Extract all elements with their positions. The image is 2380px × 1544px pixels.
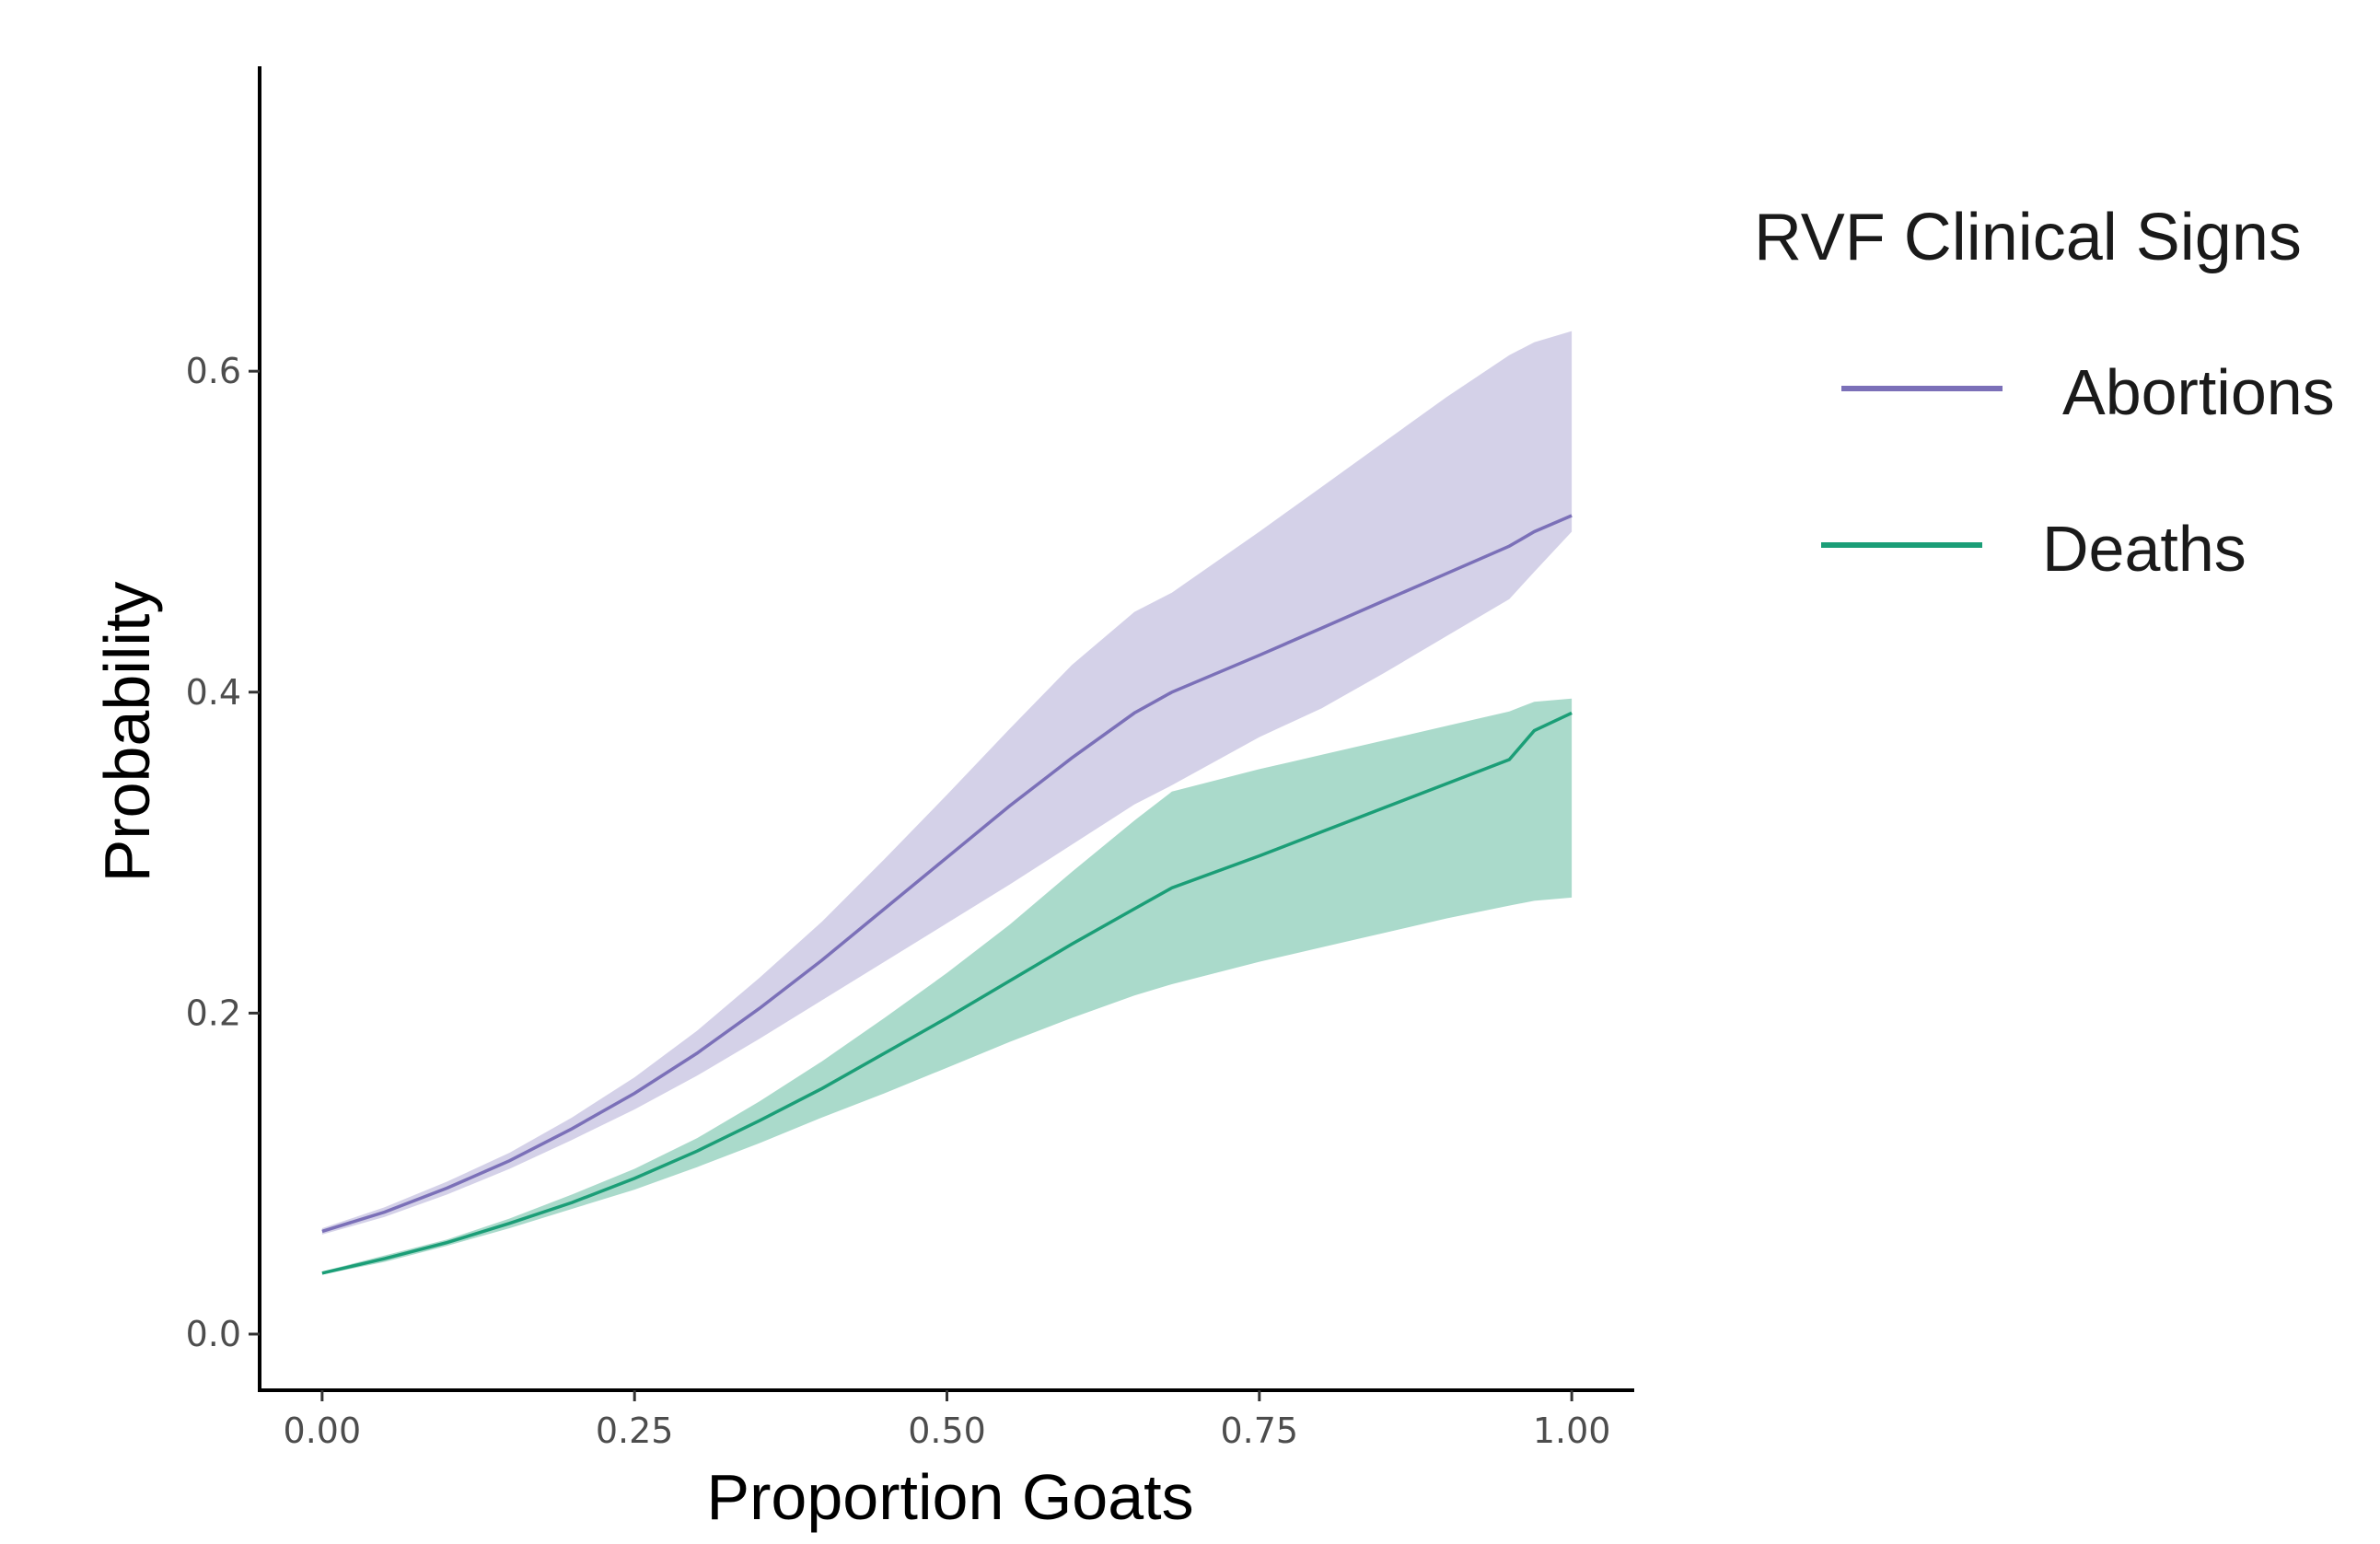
legend-items: Abortions Deaths bbox=[1821, 356, 2335, 585]
axes: 0.0 0.2 0.4 0.6 0.00 0.25 0.50 0.75 1.00 bbox=[186, 66, 1634, 1451]
y-tick-label: 0.6 bbox=[186, 351, 241, 391]
x-tick-label: 1.00 bbox=[1533, 1410, 1611, 1451]
y-tick-label: 0.4 bbox=[186, 672, 241, 713]
abortions-confidence-band bbox=[321, 331, 1573, 1235]
confidence-bands bbox=[321, 331, 1573, 1275]
legend-title: RVF Clinical Signs bbox=[1754, 201, 2302, 274]
legend-label-abortions: Abortions bbox=[2062, 356, 2335, 428]
x-tick-label: 0.50 bbox=[908, 1410, 986, 1451]
y-tick-label: 0.0 bbox=[186, 1314, 241, 1354]
x-tick-label: 0.75 bbox=[1221, 1410, 1299, 1451]
x-tick-label: 0.25 bbox=[596, 1410, 674, 1451]
y-axis-title: Probability bbox=[91, 582, 163, 883]
y-axis-ticks: 0.0 0.2 0.4 0.6 bbox=[186, 351, 260, 1354]
abortions-line bbox=[321, 514, 1573, 1234]
y-tick-label: 0.2 bbox=[186, 993, 241, 1033]
deaths-line bbox=[321, 711, 1573, 1275]
x-axis-ticks: 0.00 0.25 0.50 0.75 1.00 bbox=[284, 1390, 1611, 1451]
deaths-confidence-band bbox=[321, 698, 1573, 1275]
x-axis-title: Proportion Goats bbox=[706, 1461, 1193, 1533]
series-lines bbox=[321, 514, 1573, 1275]
legend: RVF Clinical Signs Abortions Deaths bbox=[1754, 201, 2335, 585]
legend-label-deaths: Deaths bbox=[2042, 513, 2246, 585]
x-tick-label: 0.00 bbox=[284, 1410, 362, 1451]
